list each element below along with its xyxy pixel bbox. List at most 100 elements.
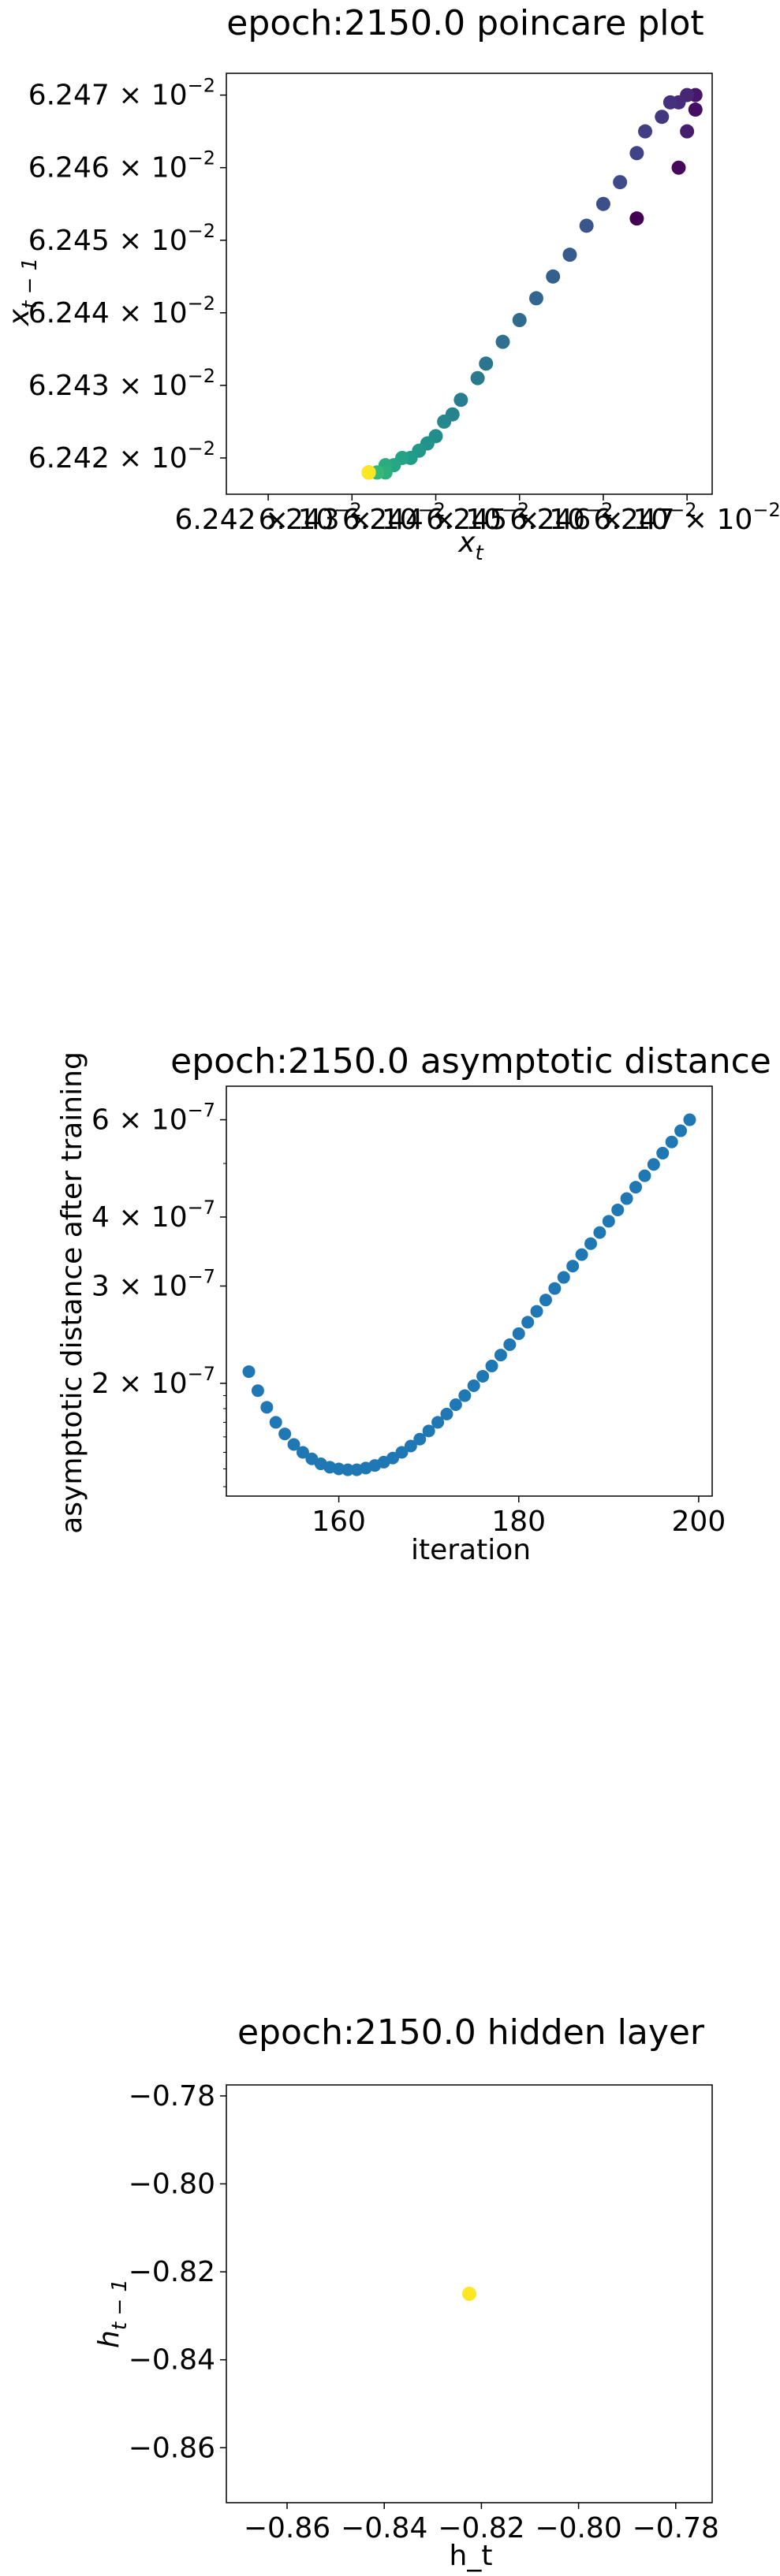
y-axis-label: ht − 1 — [93, 2279, 132, 2348]
tick-label: 6.243 × 10−2 — [259, 499, 446, 536]
tick-label: −0.86 — [129, 2432, 215, 2464]
data-point — [361, 465, 376, 480]
data-point — [503, 1338, 517, 1351]
data-point — [296, 1446, 309, 1459]
tick-label: 6.244 × 10−2 — [28, 292, 215, 329]
data-point — [584, 1237, 597, 1250]
tick-label: −0.80 — [129, 2168, 215, 2201]
data-point — [674, 1124, 688, 1137]
data-point — [512, 313, 527, 328]
data-point — [395, 1446, 409, 1459]
data-point — [386, 1451, 400, 1465]
tick-label: 180 — [491, 1506, 546, 1538]
data-point — [665, 1135, 678, 1148]
data-point — [629, 211, 644, 226]
tick-label: −0.86 — [244, 2512, 330, 2544]
x-axis-label: iteration — [411, 1534, 531, 1566]
data-point — [579, 218, 594, 233]
tick-label: 200 — [672, 1506, 726, 1538]
data-point — [485, 1359, 498, 1372]
chart-marks — [462, 2287, 476, 2301]
data-point — [613, 175, 628, 190]
chart-title: epoch:2150.0 asymptotic distance — [170, 1041, 771, 1081]
asymptotic-distance-chart: epoch:2150.0 asymptotic distance iterati… — [56, 1041, 771, 1566]
tick-label: −0.80 — [535, 2512, 621, 2544]
data-point — [495, 334, 510, 349]
data-point — [453, 393, 468, 408]
tick-label: −0.82 — [129, 2256, 215, 2288]
plot-frame — [226, 73, 713, 495]
tick-label: 6.246 × 10−2 — [509, 499, 696, 536]
data-point — [629, 146, 644, 161]
data-point — [602, 1215, 615, 1228]
data-point — [269, 1416, 282, 1429]
data-point — [638, 1169, 651, 1182]
data-point — [546, 269, 561, 284]
data-point — [422, 1424, 435, 1438]
chart-marks — [361, 87, 703, 480]
data-point — [287, 1438, 300, 1451]
data-point — [539, 1294, 552, 1307]
data-point — [528, 291, 543, 306]
tick-label: 6 × 10−7 — [91, 1100, 215, 1137]
x-axis-label: h_t — [450, 2540, 493, 2572]
data-point — [437, 414, 452, 429]
tick-label: 6.242 × 10−2 — [174, 499, 361, 536]
data-point — [530, 1305, 543, 1318]
data-point — [251, 1384, 264, 1398]
data-point — [656, 1146, 670, 1160]
data-point — [462, 2287, 476, 2301]
tick-label: −0.84 — [129, 2344, 215, 2377]
y-axis-label: asymptotic distance after training — [56, 1052, 88, 1534]
data-point — [521, 1316, 535, 1329]
data-point — [413, 1432, 427, 1446]
data-point — [680, 124, 695, 139]
data-point — [404, 1439, 417, 1453]
data-point — [575, 1248, 588, 1261]
data-point — [629, 1181, 643, 1194]
tick-label: 6.245 × 10−2 — [426, 499, 613, 536]
chart-ticks: −0.86 −0.84 −0.82 −0.80 −0.78 −0.86 −0.84 −0.82… — [129, 2080, 719, 2544]
tick-label: 160 — [312, 1506, 366, 1538]
chart-title: epoch:2150.0 hidden layer — [237, 2012, 705, 2053]
data-point — [449, 1398, 462, 1411]
poincare-plot-chart: epoch:2150.0 poincare plot xt xt − 1 6.2… — [3, 3, 780, 565]
data-point — [595, 196, 610, 211]
chart-title: epoch:2150.0 poincare plot — [226, 3, 703, 43]
tick-label: 6.244 × 10−2 — [342, 499, 529, 536]
data-point — [566, 1260, 580, 1273]
data-point — [557, 1271, 570, 1284]
chart-ticks: 160 180 200 2 × 10−7 3 × 10−7 4 × 10−7 6 × 10−… — [91, 1100, 726, 1538]
data-point — [655, 110, 670, 125]
hidden-layer-chart: epoch:2150.0 hidden layer h_t ht − 1 −0.… — [93, 2012, 719, 2572]
tick-label: 6.247 × 10−2 — [593, 499, 780, 536]
data-point — [683, 1113, 696, 1126]
data-point — [688, 102, 703, 117]
plot-frame — [226, 1085, 713, 1497]
tick-label: 6.245 × 10−2 — [28, 220, 215, 257]
data-point — [647, 1158, 660, 1171]
tick-label: −0.78 — [129, 2080, 215, 2113]
data-point — [479, 356, 494, 371]
tick-label: 6.242 × 10−2 — [28, 437, 215, 475]
tick-label: 6.246 × 10−2 — [28, 147, 215, 184]
tick-label: −0.84 — [341, 2512, 427, 2544]
plot-frame — [226, 2084, 713, 2503]
data-point — [611, 1203, 625, 1216]
data-point — [458, 1389, 472, 1402]
tick-label: 3 × 10−7 — [91, 1266, 215, 1303]
data-point — [494, 1349, 507, 1362]
data-point — [671, 160, 686, 175]
data-point — [562, 248, 577, 262]
tick-label: 6.247 × 10−2 — [28, 75, 215, 112]
chart-ticks: 6.242 × 10−26.243 × 10−26.244 × 10−26.24… — [28, 75, 780, 536]
chart-marks — [242, 1113, 696, 1476]
data-point — [467, 1379, 480, 1392]
svg-text:ht − 1: ht − 1 — [93, 2279, 132, 2348]
data-point — [341, 1463, 354, 1476]
data-point — [548, 1282, 562, 1295]
data-point — [476, 1369, 490, 1383]
svg-text:h_t: h_t — [450, 2540, 493, 2572]
data-point — [593, 1226, 606, 1239]
